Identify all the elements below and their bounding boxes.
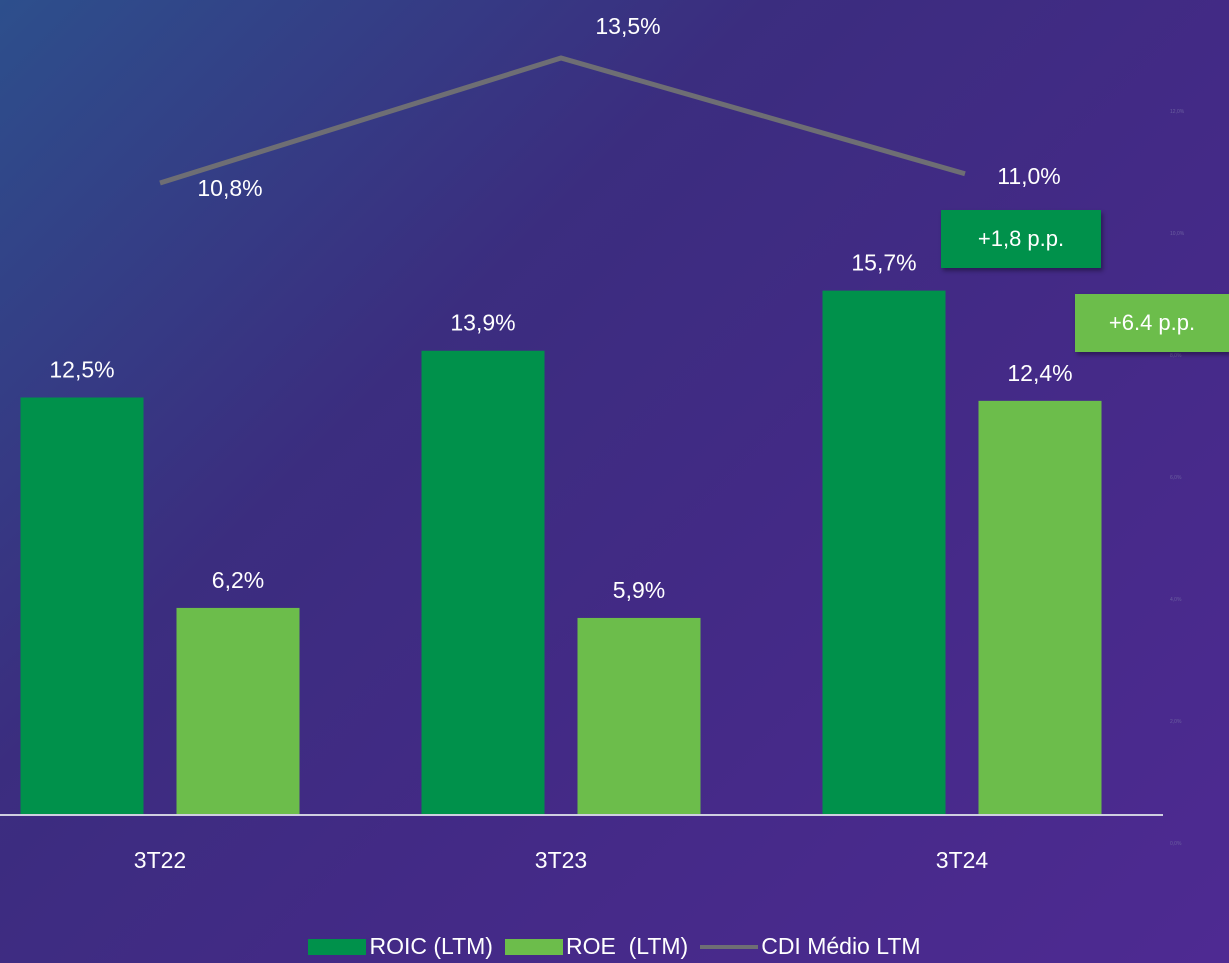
bar-roic-3t24	[822, 290, 946, 815]
secondary-tick-label: 6,0%	[1170, 475, 1182, 481]
data-label-cdi-3t24: 11,0%	[997, 163, 1061, 189]
cdi-line-group	[159, 55, 966, 186]
legend-item-roe: ROE (LTM)	[504, 933, 689, 960]
bar-roe-3t22	[176, 607, 300, 815]
legend-label-cdi: CDI Médio LTM	[761, 933, 921, 959]
legend-label-roe: ROE (LTM)	[565, 933, 689, 959]
bar-roic-3t23	[421, 350, 545, 815]
secondary-axis-ticks: 0,0% 2,0% 4,0% 6,0% 8,0% 10,0% 12,0%	[1170, 109, 1185, 847]
data-label-roe-3t24: 12,4%	[1007, 360, 1072, 386]
bar-roe-3t23	[577, 617, 701, 815]
roe-delta-callout: +6.4 p.p.	[1075, 294, 1229, 352]
cdi-line	[159, 55, 966, 186]
data-label-roic-3t22: 12,5%	[49, 357, 114, 383]
category-label-3t23: 3T23	[535, 847, 587, 873]
legend-swatch-roe	[504, 938, 563, 955]
secondary-tick-label: 4,0%	[1170, 597, 1182, 603]
data-label-roic-3t23: 13,9%	[450, 310, 515, 336]
legend-item-roic: ROIC (LTM)	[308, 933, 493, 960]
data-label-roe-3t23: 5,9%	[613, 577, 665, 603]
bar-roic-3t22	[20, 397, 144, 815]
bar-roe-3t24	[978, 400, 1102, 815]
data-label-cdi-3t22: 10,8%	[197, 175, 262, 201]
category-labels-group: 3T22 3T23 3T24	[134, 847, 989, 873]
data-label-cdi-3t23: 13,5%	[595, 13, 660, 39]
legend: ROIC (LTM) ROE (LTM) CDI Médio LTM	[0, 930, 1229, 963]
data-labels-group: 12,5% 13,9% 15,7% 6,2% 5,9% 12,4% 10,8% 13,5% 11…	[49, 13, 1072, 603]
legend-swatch-cdi	[700, 944, 759, 949]
secondary-tick-label: 10,0%	[1170, 231, 1185, 237]
legend-item-cdi: CDI Médio LTM	[700, 933, 921, 960]
data-label-roic-3t24: 15,7%	[851, 250, 916, 276]
roic-delta-callout: +1,8 p.p.	[941, 210, 1101, 268]
legend-label-roic: ROIC (LTM)	[369, 933, 493, 959]
secondary-tick-label: 2,0%	[1170, 719, 1182, 725]
secondary-tick-label: 0,0%	[1170, 841, 1182, 847]
category-label-3t24: 3T24	[936, 847, 989, 873]
category-label-3t22: 3T22	[134, 847, 186, 873]
bars-group	[20, 290, 1102, 815]
secondary-tick-label: 12,0%	[1170, 109, 1185, 115]
legend-swatch-roic	[308, 938, 367, 955]
data-label-roe-3t22: 6,2%	[212, 567, 264, 593]
secondary-tick-label: 8,0%	[1170, 353, 1182, 359]
